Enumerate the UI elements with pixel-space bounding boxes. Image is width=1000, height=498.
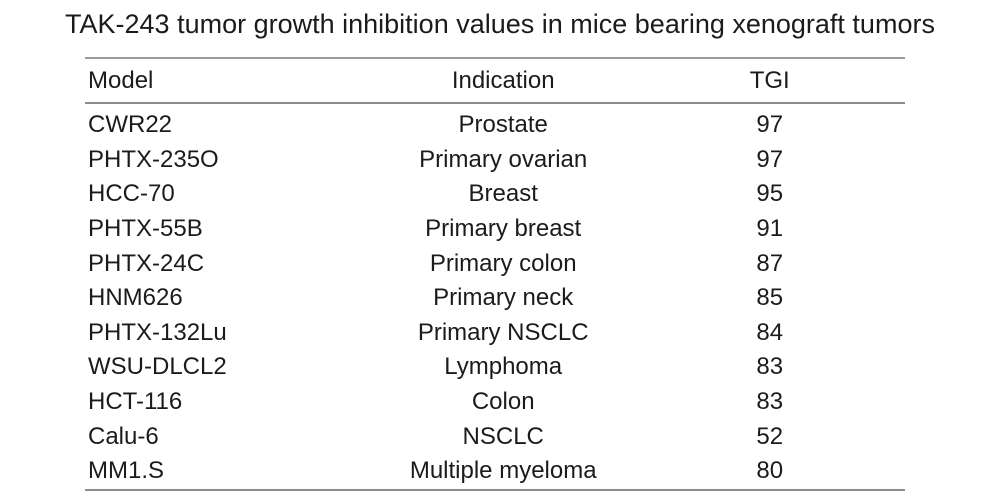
figure-title: TAK-243 tumor growth inhibition values i…: [65, 9, 935, 39]
model-cell: HCT-116: [88, 388, 183, 416]
model-cell: WSU-DLCL2: [88, 353, 227, 381]
tgi-cell: 91: [756, 215, 784, 243]
model-cell: PHTX-132Lu: [88, 318, 227, 346]
indication-cell: Colon: [471, 388, 535, 416]
model-cell: MM1.S: [85, 453, 372, 491]
tgi-cell: 97: [756, 111, 784, 139]
model-cell: PHTX-55B: [88, 215, 203, 243]
table-body: CWR22 Prostate 97 PHTX-235O Primary ovar…: [85, 103, 905, 491]
model-cell: PHTX-24C: [88, 249, 205, 277]
tgi-cell: 87: [756, 249, 784, 277]
table-row: Calu-6 NSCLC 52: [85, 419, 905, 454]
table-row: PHTX-24C Primary colon 87: [85, 246, 905, 281]
indication-cell: Primary breast: [425, 215, 582, 243]
indication-cell: Multiple myeloma: [372, 453, 635, 491]
indication-cell: Primary NSCLC: [417, 318, 589, 346]
table-row: PHTX-132Lu Primary NSCLC 84: [85, 316, 905, 351]
table-row: PHTX-55B Primary breast 91: [85, 212, 905, 247]
table-row: PHTX-235O Primary ovarian 97: [85, 143, 905, 178]
table-row: CWR22 Prostate 97: [85, 103, 905, 143]
model-cell: HCC-70: [88, 180, 175, 208]
tgi-cell: 83: [756, 388, 784, 416]
header-tgi: TGI: [634, 57, 905, 104]
model-cell: Calu-6: [88, 422, 159, 450]
model-cell: CWR22: [88, 111, 173, 139]
indication-cell: Lymphoma: [444, 353, 563, 381]
header-model: Model: [85, 57, 372, 104]
model-cell: HNM626: [88, 284, 183, 312]
tgi-cell: 97: [756, 145, 784, 173]
indication-cell: Primary neck: [433, 284, 574, 312]
tgi-cell: 83: [756, 353, 784, 381]
indication-cell: Primary ovarian: [419, 145, 588, 173]
tgi-cell: 85: [756, 284, 784, 312]
indication-cell: Prostate: [458, 111, 548, 139]
indication-cell: NSCLC: [462, 422, 544, 450]
indication-cell: Breast: [468, 180, 538, 208]
table-row: WSU-DLCL2 Lymphoma 83: [85, 350, 905, 385]
table-row: HNM626 Primary neck 85: [85, 281, 905, 316]
tgi-table: Model Indication TGI CWR22 Prostate 97 P…: [85, 57, 905, 491]
tgi-cell: 95: [756, 180, 784, 208]
table-header: Model Indication TGI: [85, 57, 905, 104]
model-cell: PHTX-235O: [88, 145, 219, 173]
header-row: Model Indication TGI: [85, 57, 905, 104]
tgi-cell: 84: [756, 318, 784, 346]
table-row: MM1.S Multiple myeloma 80: [85, 453, 905, 491]
table-row: HCC-70 Breast 95: [85, 177, 905, 212]
tgi-cell: 80: [634, 453, 905, 491]
table-row: HCT-116 Colon 83: [85, 385, 905, 420]
indication-cell: Primary colon: [429, 249, 577, 277]
header-indication: Indication: [372, 57, 635, 104]
tgi-cell: 52: [756, 422, 784, 450]
